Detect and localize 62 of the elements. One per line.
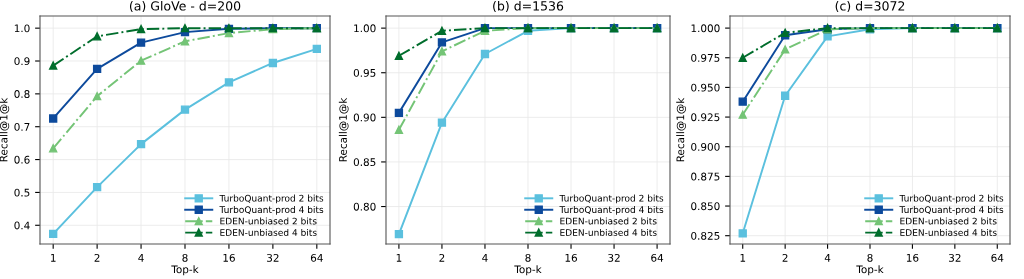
y-tick-label: 0.850 — [691, 202, 720, 211]
legend-label: EDEN-unbiased 2 bits — [560, 217, 657, 225]
y-axis-title: Recall@1@k — [338, 97, 349, 162]
y-tick-label: 0.85 — [353, 158, 376, 167]
x-tick-label: 1 — [740, 254, 746, 262]
y-tick-label: 1.0 — [14, 24, 30, 33]
x-axis-title: Top-k — [856, 265, 884, 276]
x-axis-title: Top-k — [514, 265, 542, 276]
y-tick-label: 0.4 — [14, 221, 30, 230]
legend-label: EDEN-unbiased 2 bits — [220, 217, 317, 225]
y-tick-label: 0.5 — [14, 188, 30, 197]
legend-label: TurboQuant-prod 2 bits — [219, 194, 324, 204]
chart-title: (c) d=3072 — [835, 0, 905, 13]
x-axis-title: Top-k — [171, 265, 199, 276]
y-tick-label: 0.925 — [691, 113, 720, 122]
y-tick-label: 0.6 — [14, 155, 30, 164]
y-tick-label: 0.80 — [353, 202, 376, 211]
x-tick-label: 4 — [482, 254, 488, 262]
y-tick-label: 0.950 — [691, 83, 720, 92]
y-tick-label: 0.8 — [14, 90, 30, 98]
x-tick-label: 2 — [782, 253, 788, 262]
x-tick-label: 2 — [94, 253, 100, 262]
y-tick-label: 0.95 — [353, 68, 376, 77]
x-tick-label: 16 — [906, 253, 919, 262]
x-tick-label: 32 — [267, 253, 279, 262]
x-tick-label: 64 — [991, 253, 1004, 262]
legend-label: TurboQuant-prod 2 bits — [899, 194, 1004, 204]
legend-label: TurboQuant-prod 4 bits — [219, 206, 324, 215]
y-tick-label: 0.90 — [353, 113, 376, 122]
y-axis-title: Recall@1@k — [676, 97, 686, 162]
x-tick-label: 32 — [608, 253, 620, 262]
legend-label: EDEN-unbiased 2 bits — [900, 217, 997, 225]
x-tick-label: 32 — [949, 253, 961, 262]
chart-title: (a) GloVe - d=200 — [129, 0, 241, 13]
legend-label: EDEN-unbiased 4 bits — [220, 228, 317, 236]
y-tick-label: 0.825 — [691, 231, 720, 240]
x-tick-label: 4 — [824, 254, 831, 262]
x-tick-label: 64 — [651, 253, 664, 262]
legend-label: EDEN-unbiased 4 bits — [560, 228, 657, 236]
legend-label: EDEN-unbiased 4 bits — [900, 228, 997, 236]
x-tick-label: 16 — [565, 253, 577, 262]
y-tick-label: 1.000 — [691, 24, 720, 33]
y-axis-title: Recall@1@k — [0, 97, 10, 162]
y-tick-label: 0.875 — [691, 172, 720, 181]
y-tick-label: 0.900 — [691, 142, 720, 151]
x-tick-label: 4 — [138, 254, 144, 262]
x-tick-label: 64 — [310, 253, 323, 262]
y-tick-label: 0.975 — [691, 53, 720, 62]
legend-label: TurboQuant-prod 4 bits — [559, 206, 664, 215]
x-tick-label: 8 — [867, 253, 873, 262]
x-tick-label: 16 — [223, 253, 235, 262]
legend-label: TurboQuant-prod 4 bits — [899, 206, 1004, 215]
x-tick-label: 1 — [51, 254, 56, 262]
x-tick-label: 8 — [525, 253, 531, 262]
y-tick-label: 0.9 — [14, 57, 30, 66]
x-tick-label: 1 — [396, 254, 402, 262]
x-tick-label: 2 — [439, 253, 445, 262]
y-tick-label: 0.7 — [14, 122, 30, 131]
x-tick-label: 8 — [182, 253, 188, 262]
chart-title: (b) d=1536 — [493, 0, 564, 13]
y-tick-label: 1.00 — [354, 24, 376, 33]
legend-label: TurboQuant-prod 2 bits — [559, 194, 664, 204]
